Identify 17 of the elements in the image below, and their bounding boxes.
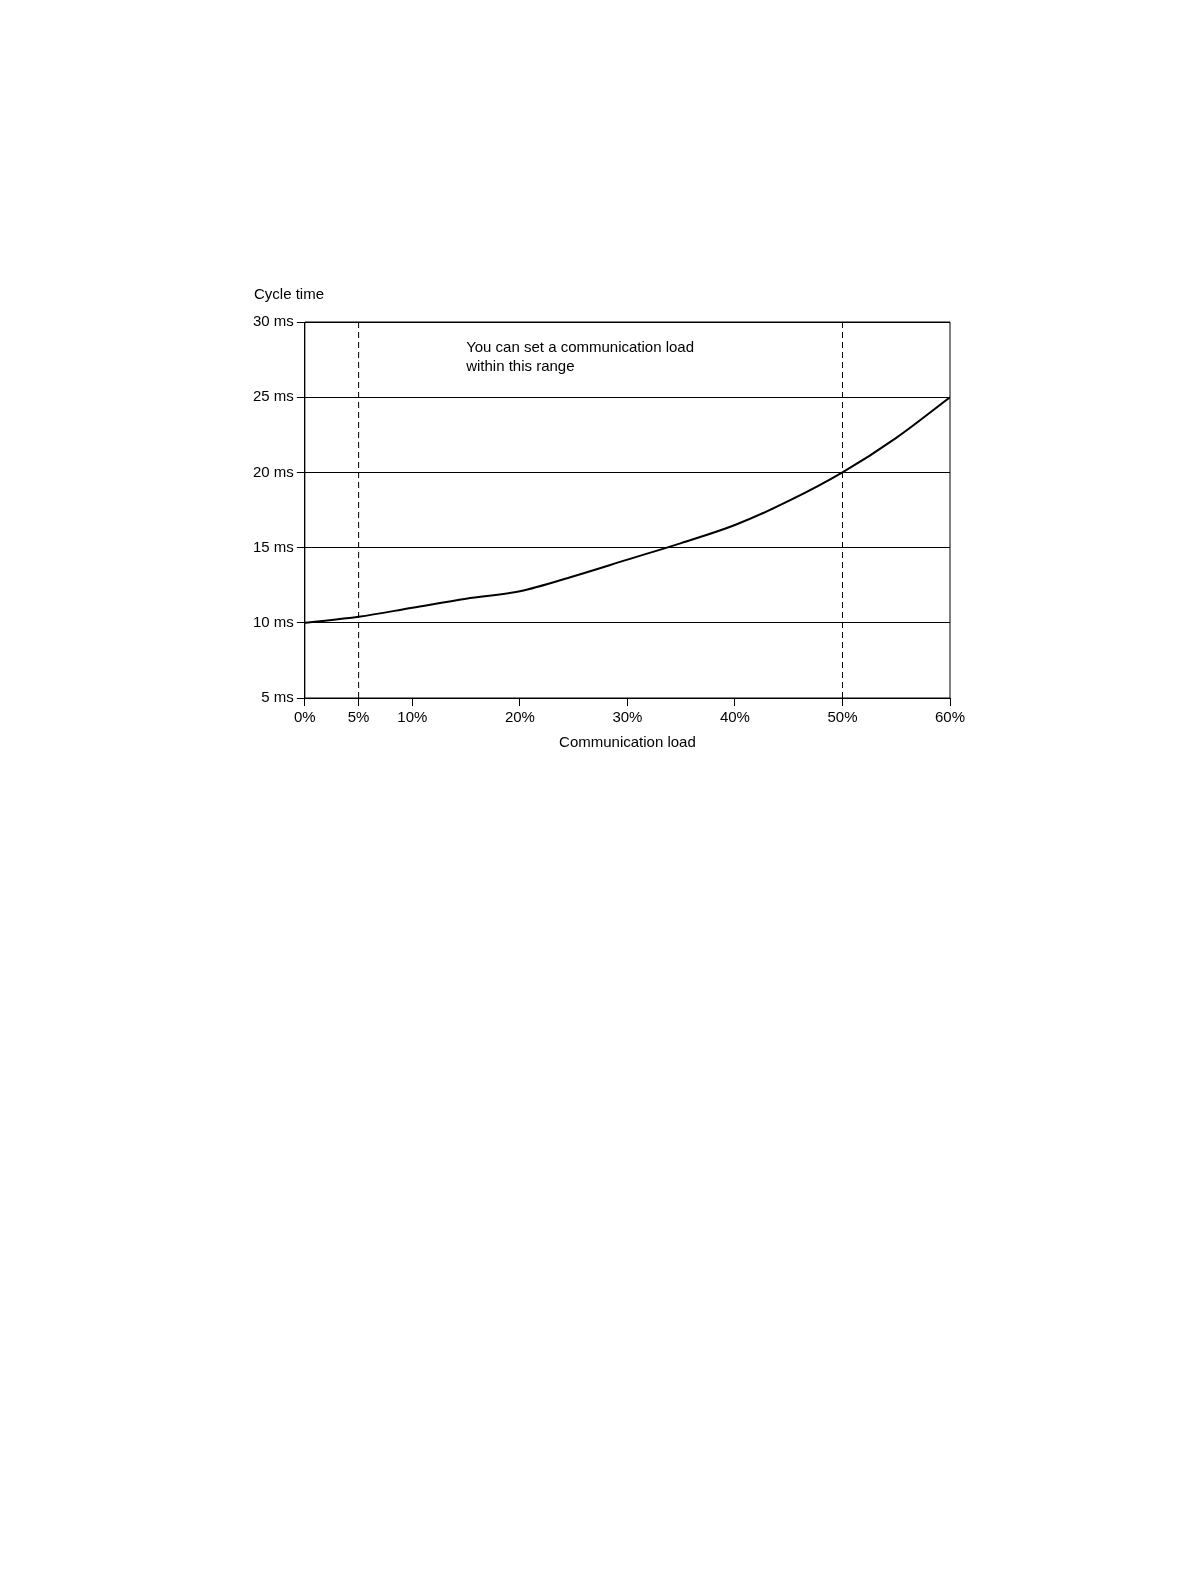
x-tick-label: 50% [827,708,858,726]
x-tick-label: 40% [719,708,750,726]
y-tick-label: 20 ms [252,462,294,480]
x-axis-title: Communication load [559,733,696,751]
x-tick-label: 60% [934,708,966,726]
y-tick-label: 25 ms [252,387,294,405]
y-axis-title: Cycle time [254,284,325,302]
x-tick-label: 0% [294,708,316,726]
y-tick-label: 30 ms [252,312,294,330]
x-tick-label: 20% [504,708,535,726]
y-tick-label: 10 ms [252,612,294,630]
y-tick-label: 5 ms [261,688,294,706]
y-tick-label: 15 ms [252,537,294,555]
x-tick-label: 30% [612,708,643,726]
x-tick-label: 5% [347,708,370,726]
x-tick-label: 10% [397,708,428,726]
annotation: You can set a communication load within this range [465,338,695,374]
